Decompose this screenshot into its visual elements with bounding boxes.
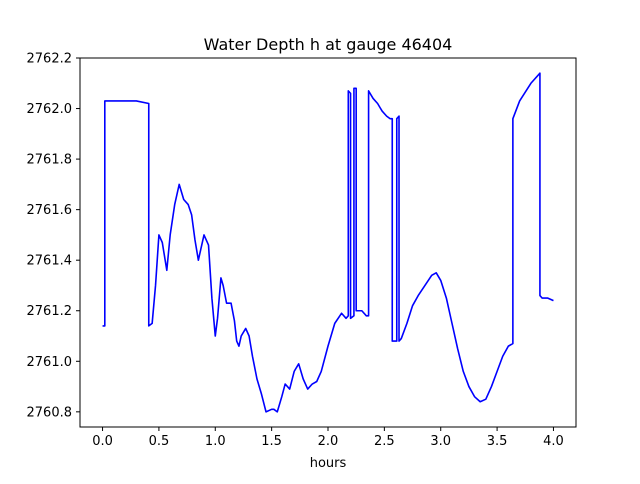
x-axis-label: hours — [310, 456, 347, 471]
y-tick-label: 2761.8 — [27, 153, 73, 168]
plot-frame — [79, 57, 577, 428]
y-tick-label: 2762.2 — [27, 52, 73, 67]
y-tick-label: 2761.0 — [27, 355, 73, 370]
x-tick-label: 0.0 — [92, 434, 113, 449]
x-tick-label: 1.0 — [205, 434, 226, 449]
x-tick-label: 0.5 — [149, 434, 170, 449]
x-tick-label: 3.5 — [487, 434, 508, 449]
x-axis: 0.0 0.5 1.0 1.5 2.0 2.5 3.0 3.5 4.0 — [92, 427, 564, 449]
x-tick-label: 1.5 — [261, 434, 282, 449]
x-tick-label: 4.0 — [543, 434, 564, 449]
x-tick-label: 2.5 — [374, 434, 395, 449]
y-tick-label: 2761.2 — [27, 304, 73, 319]
y-tick-label: 2760.8 — [27, 405, 73, 420]
y-tick-label: 2762.0 — [27, 102, 73, 117]
water-depth-line — [102, 72, 554, 413]
plot-area — [102, 72, 554, 413]
y-tick-label: 2761.4 — [27, 254, 73, 269]
x-tick-label: 3.0 — [430, 434, 451, 449]
y-tick-label: 2761.6 — [27, 203, 73, 218]
y-axis: 2760.8 2761.0 2761.2 2761.4 2761.6 2761.8 2762… — [27, 52, 80, 420]
chart-title: Water Depth h at gauge 46404 — [204, 35, 453, 54]
x-tick-label: 2.0 — [318, 434, 339, 449]
